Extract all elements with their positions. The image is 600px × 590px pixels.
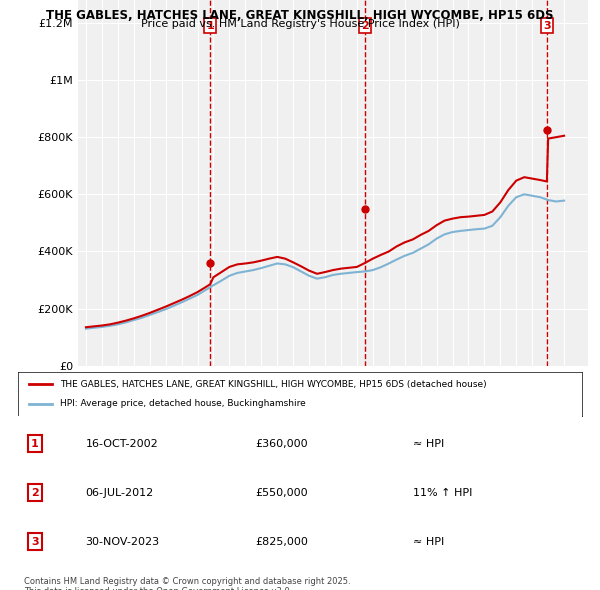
Text: 2: 2 bbox=[361, 21, 369, 31]
Text: 11% ↑ HPI: 11% ↑ HPI bbox=[413, 488, 472, 497]
Text: 16-OCT-2002: 16-OCT-2002 bbox=[86, 438, 158, 448]
Text: 30-NOV-2023: 30-NOV-2023 bbox=[86, 537, 160, 547]
Text: £825,000: £825,000 bbox=[255, 537, 308, 547]
Text: HPI: Average price, detached house, Buckinghamshire: HPI: Average price, detached house, Buck… bbox=[60, 399, 306, 408]
Text: £360,000: £360,000 bbox=[255, 438, 308, 448]
Text: 06-JUL-2012: 06-JUL-2012 bbox=[86, 488, 154, 497]
Text: Contains HM Land Registry data © Crown copyright and database right 2025.
This d: Contains HM Land Registry data © Crown c… bbox=[24, 577, 350, 590]
Text: ≈ HPI: ≈ HPI bbox=[413, 438, 444, 448]
Text: 1: 1 bbox=[206, 21, 214, 31]
Text: THE GABLES, HATCHES LANE, GREAT KINGSHILL, HIGH WYCOMBE, HP15 6DS: THE GABLES, HATCHES LANE, GREAT KINGSHIL… bbox=[46, 9, 554, 22]
Text: ≈ HPI: ≈ HPI bbox=[413, 537, 444, 547]
Text: 3: 3 bbox=[31, 537, 39, 547]
Text: 1: 1 bbox=[31, 438, 39, 448]
Text: £550,000: £550,000 bbox=[255, 488, 308, 497]
Text: 3: 3 bbox=[543, 21, 551, 31]
Text: Price paid vs. HM Land Registry's House Price Index (HPI): Price paid vs. HM Land Registry's House … bbox=[140, 19, 460, 30]
Text: 2: 2 bbox=[31, 488, 39, 497]
Text: THE GABLES, HATCHES LANE, GREAT KINGSHILL, HIGH WYCOMBE, HP15 6DS (detached hous: THE GABLES, HATCHES LANE, GREAT KINGSHIL… bbox=[60, 379, 487, 389]
